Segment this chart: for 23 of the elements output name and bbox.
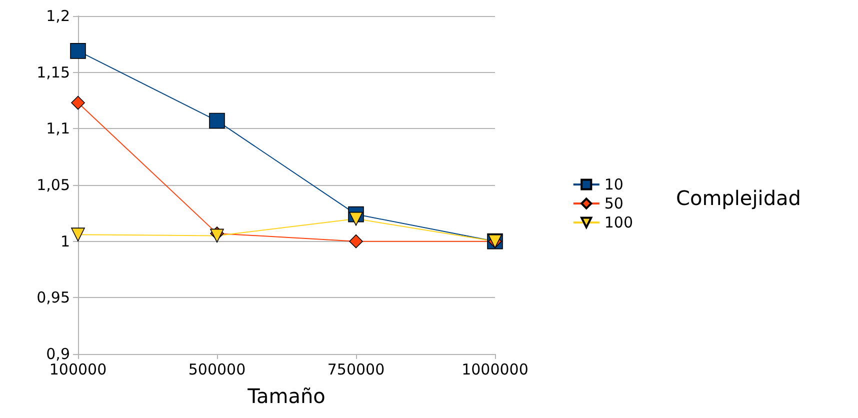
legend-title: Complejidad	[676, 186, 801, 210]
point	[349, 234, 363, 248]
point	[210, 228, 224, 243]
point	[71, 228, 85, 242]
y-tick-label: 0,95	[36, 288, 70, 307]
y-tick-label: 1,2	[46, 7, 70, 25]
legend-label: 10	[604, 176, 624, 194]
point	[70, 43, 86, 59]
y-tick-label: 1,05	[36, 176, 70, 194]
x-tick-label: 1000000	[462, 360, 528, 378]
legend-label: 50	[604, 194, 624, 212]
legend-label: 100	[604, 214, 634, 232]
point	[349, 212, 363, 226]
point	[209, 112, 225, 129]
y-tick-label: 1	[60, 232, 70, 250]
y-tick-label: 1,15	[36, 63, 70, 82]
x-axis-title: Tamaño	[246, 384, 326, 408]
y-tick-label: 0,9	[46, 345, 70, 363]
x-tick-label: 750000	[327, 360, 385, 378]
x-tick-label: 100000	[49, 360, 107, 378]
point	[71, 96, 85, 110]
x-tick-label: 500000	[188, 360, 246, 378]
y-tick-label: 1,1	[46, 120, 70, 138]
